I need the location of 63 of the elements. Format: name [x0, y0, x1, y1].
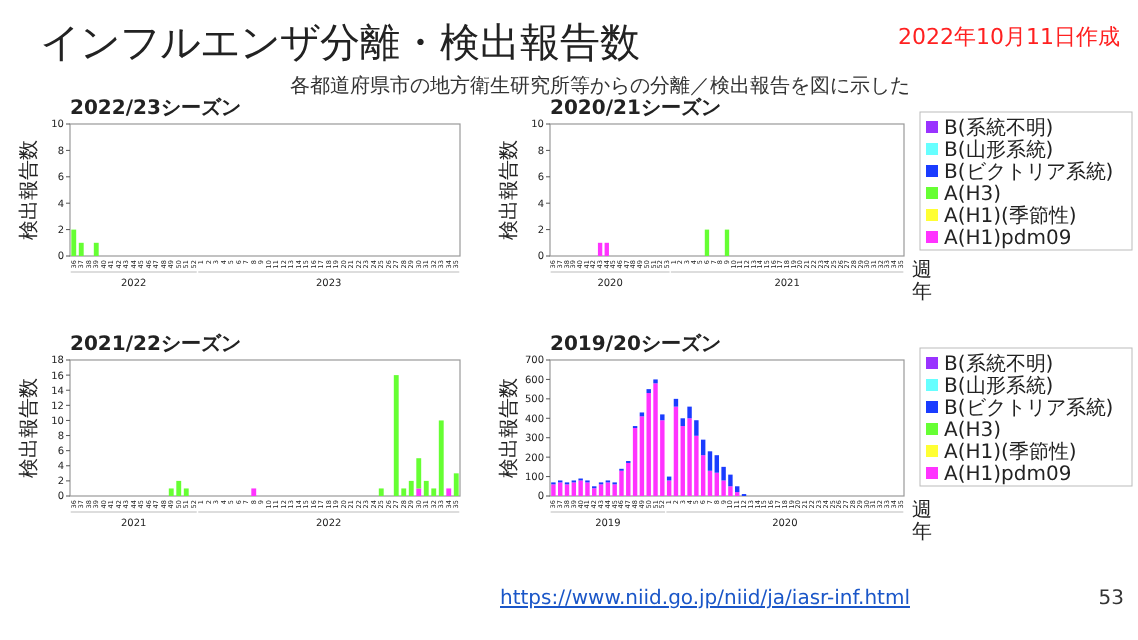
bar [735, 486, 740, 493]
x-axis-title: 週 [912, 500, 932, 522]
legend-label: B(系統不明) [944, 116, 1054, 140]
bar [673, 406, 679, 496]
bar [251, 488, 257, 496]
text: 年 [912, 520, 932, 544]
legend-label: B(山形系統) [944, 138, 1054, 162]
bar [592, 488, 597, 496]
legend-label: B(ビクトリア系統) [944, 160, 1114, 184]
bar [416, 458, 422, 489]
bar [393, 375, 399, 496]
legend-label: A(H1)(季節性) [944, 440, 1077, 464]
chart-title: 2022/23シーズン [70, 96, 241, 120]
bar [687, 406, 692, 419]
bar [183, 488, 189, 496]
legend-label: B(山形系統) [944, 374, 1054, 398]
bar [605, 482, 611, 496]
bar [585, 482, 590, 496]
text: https://www.niid.go.jp/niid/ja/iasr-inf.html [500, 588, 910, 610]
legend-label: A(H1)pdm09 [944, 464, 1072, 486]
bar [598, 484, 604, 496]
bar [694, 420, 699, 436]
chart-title: 2021/22シーズン [70, 332, 241, 356]
bar [653, 383, 658, 496]
bar [619, 470, 624, 496]
bar [551, 484, 556, 496]
legend-label: B(ビクトリア系統) [944, 396, 1114, 420]
y-axis-title: 検出報告数 [17, 140, 41, 240]
y-axis-title: 検出報告数 [17, 378, 41, 478]
legend-label: B(系統不明) [944, 352, 1054, 376]
bar [687, 418, 692, 496]
bar [660, 414, 665, 421]
bar [446, 488, 452, 496]
chart-title: 2019/20シーズン [550, 332, 721, 356]
bar [578, 480, 583, 496]
bar [680, 418, 685, 427]
x-axis-title: 週 [912, 260, 932, 282]
legend-label: A(H3) [944, 420, 1002, 442]
text: 各都道府県市の地方衛生研究所等からの分離／検出報告を図に示した [290, 74, 910, 98]
bar [438, 420, 444, 496]
bar [673, 398, 679, 407]
text: 53 [1098, 588, 1124, 610]
bar [453, 473, 459, 496]
legend-label: A(H3) [944, 184, 1002, 206]
bar [728, 486, 733, 496]
text: 2022年10月11日作成 [898, 24, 1120, 50]
bar [378, 488, 384, 496]
legend-label: A(H1)pdm09 [944, 228, 1072, 250]
y-axis-title: 検出報告数 [497, 378, 521, 478]
bar [714, 455, 719, 473]
text: インフルエンザ分離・検出報告数 [40, 18, 640, 66]
legend-label: A(H1)(季節性) [944, 204, 1077, 228]
bar [168, 488, 174, 496]
bar [176, 480, 182, 496]
y-axis-title: 検出報告数 [497, 140, 521, 240]
bar [571, 482, 577, 496]
chart-title: 2020/21シーズン [550, 96, 721, 120]
bar [721, 480, 726, 496]
text: 年 [912, 280, 932, 304]
bar [416, 488, 422, 496]
bar [728, 474, 733, 487]
bar [558, 482, 563, 496]
bar [564, 484, 570, 496]
